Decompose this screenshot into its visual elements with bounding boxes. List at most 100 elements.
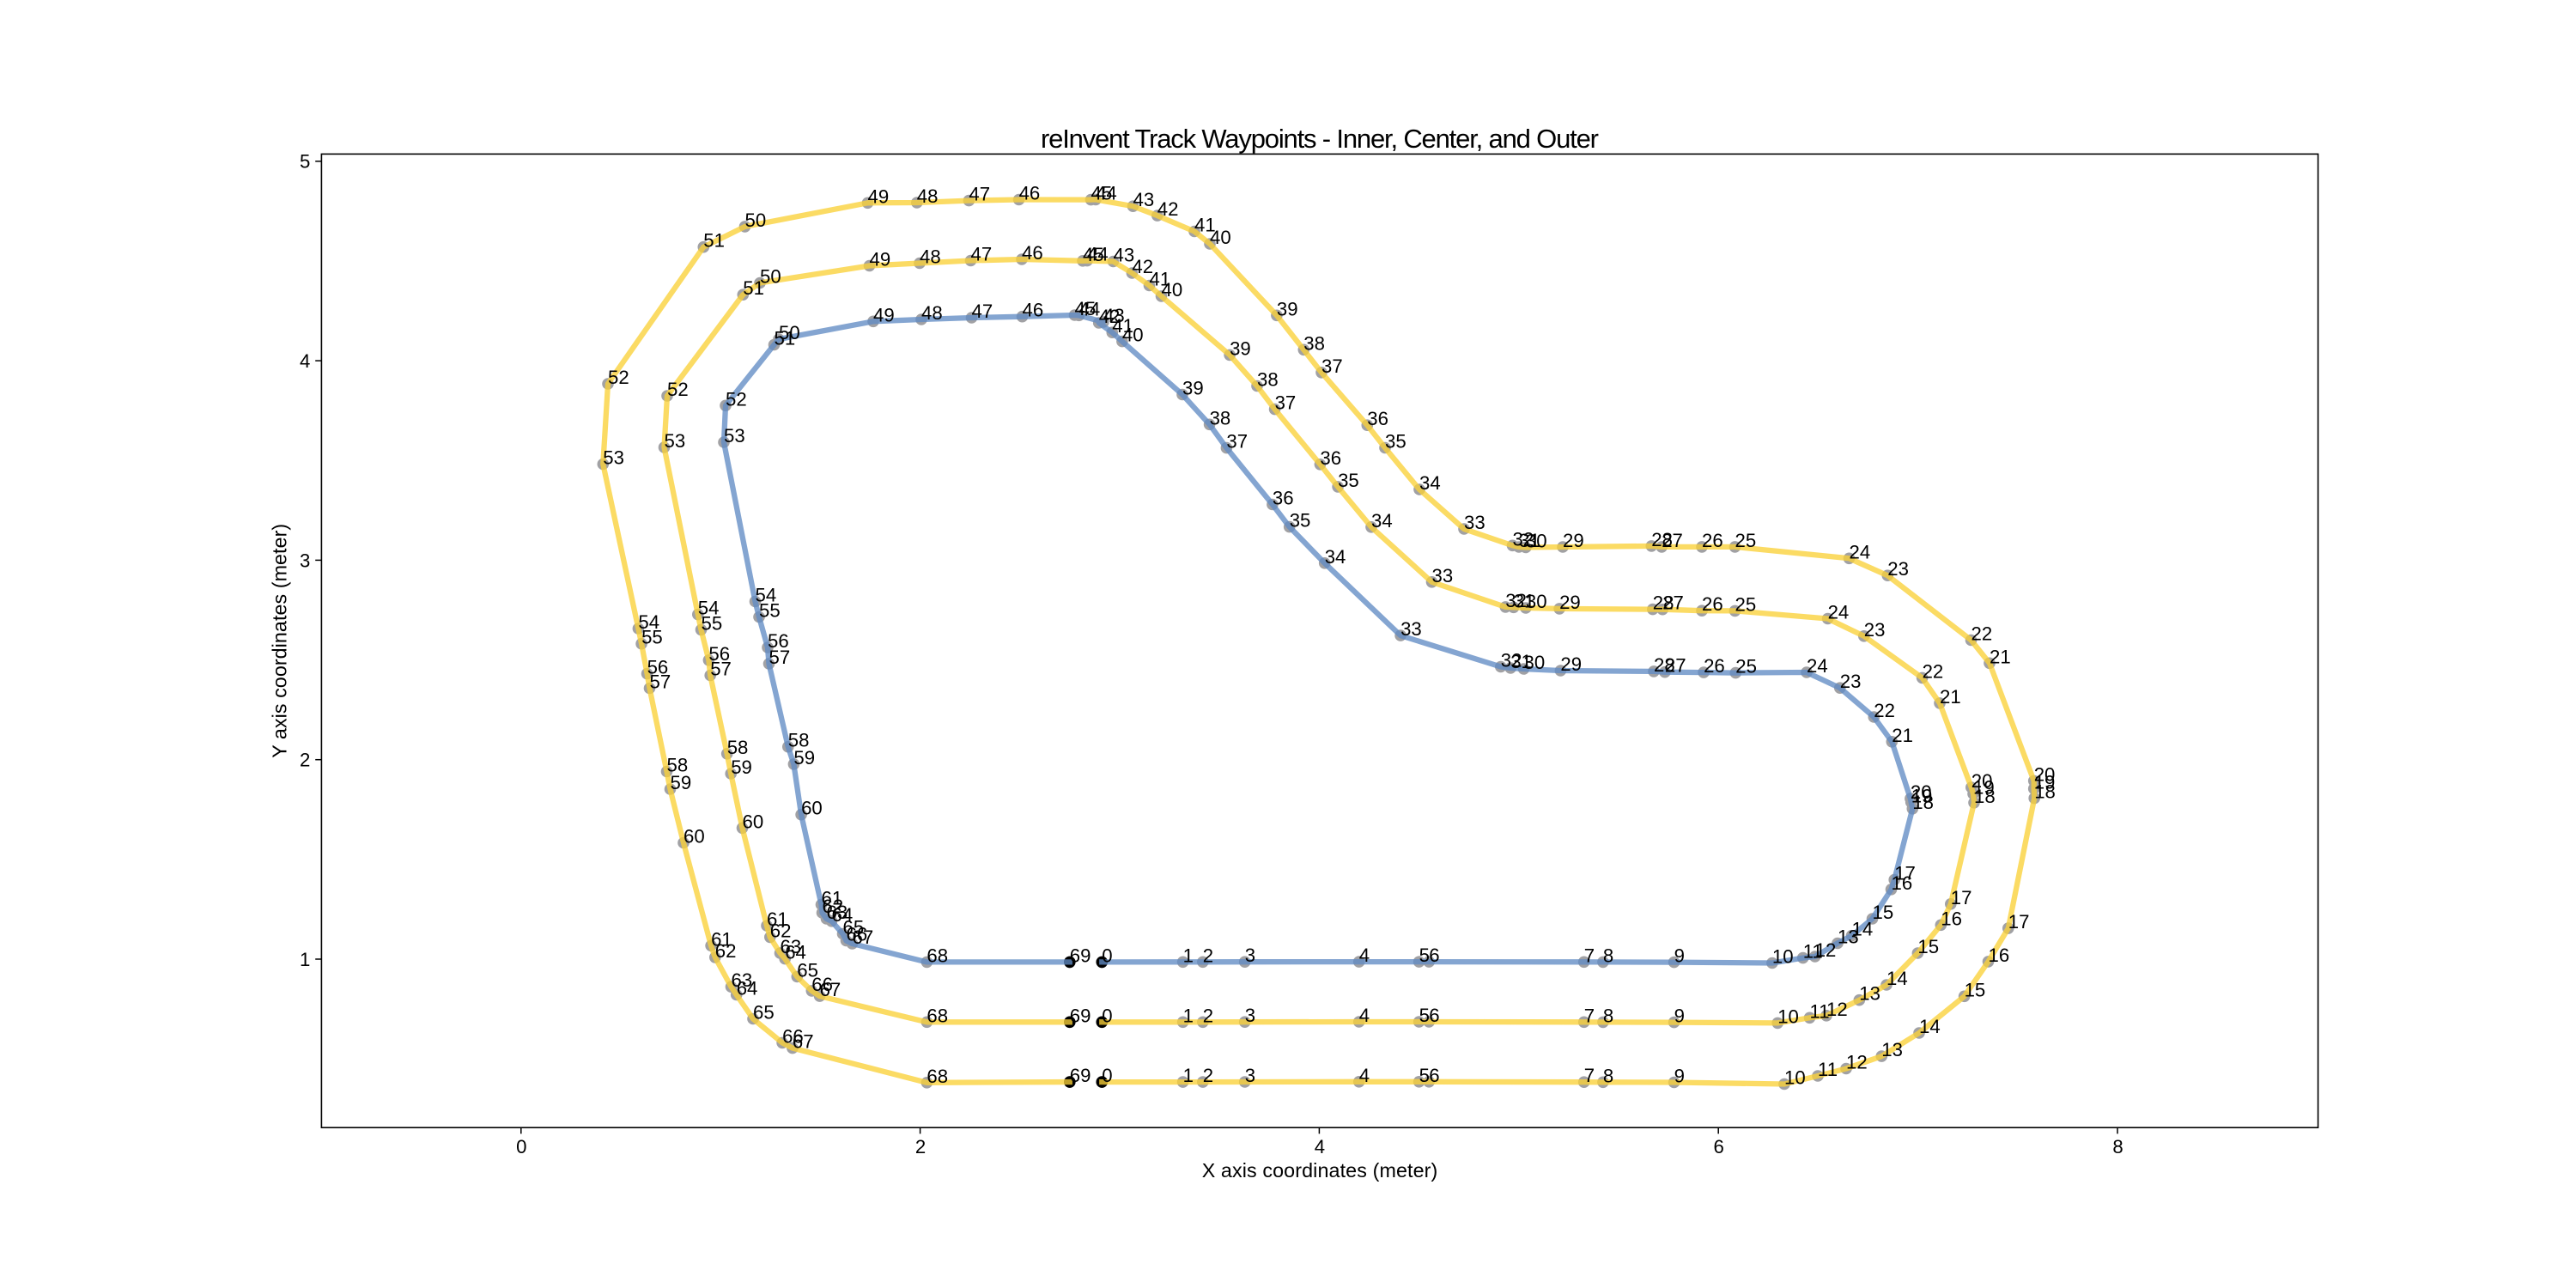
svg-text:0: 0 [1102, 1005, 1112, 1026]
svg-text:14: 14 [1886, 968, 1908, 989]
svg-text:27: 27 [1662, 592, 1684, 614]
svg-text:14: 14 [1919, 1016, 1941, 1037]
svg-text:3: 3 [1245, 1005, 1255, 1026]
svg-text:48: 48 [920, 246, 941, 268]
svg-text:39: 39 [1277, 298, 1298, 319]
svg-text:49: 49 [868, 185, 890, 207]
svg-text:9: 9 [1674, 1066, 1685, 1087]
svg-text:45: 45 [1091, 183, 1113, 204]
svg-text:38: 38 [1303, 332, 1325, 354]
svg-text:52: 52 [667, 379, 689, 400]
svg-text:40: 40 [1210, 227, 1231, 248]
svg-text:25: 25 [1735, 656, 1757, 677]
svg-text:4: 4 [1359, 1005, 1370, 1026]
svg-text:47: 47 [972, 301, 993, 322]
svg-text:61: 61 [767, 908, 788, 930]
svg-text:3: 3 [1245, 945, 1255, 966]
svg-text:13: 13 [1859, 983, 1880, 1005]
svg-text:52: 52 [608, 367, 629, 388]
svg-text:57: 57 [769, 647, 791, 668]
svg-text:42: 42 [1132, 256, 1153, 277]
svg-text:42: 42 [1099, 306, 1121, 327]
svg-text:2: 2 [915, 1136, 926, 1157]
svg-text:0: 0 [1102, 945, 1112, 966]
svg-text:52: 52 [726, 388, 747, 410]
svg-text:13: 13 [1838, 927, 1859, 948]
svg-text:28: 28 [1654, 654, 1675, 676]
svg-text:36: 36 [1367, 408, 1388, 429]
svg-text:4: 4 [1359, 945, 1370, 966]
svg-text:63: 63 [827, 902, 848, 923]
svg-text:7: 7 [1584, 945, 1595, 966]
svg-text:10: 10 [1784, 1067, 1806, 1089]
svg-text:2: 2 [300, 750, 310, 771]
svg-text:reInvent Track Waypoints - Inn: reInvent Track Waypoints - Inner, Center… [1041, 124, 1599, 154]
svg-text:45: 45 [1075, 298, 1097, 319]
svg-text:8: 8 [1603, 1005, 1613, 1026]
svg-text:64: 64 [785, 942, 806, 963]
svg-text:49: 49 [873, 304, 895, 325]
svg-text:66: 66 [847, 924, 868, 945]
svg-text:16: 16 [1892, 872, 1913, 894]
svg-text:68: 68 [927, 1066, 948, 1087]
svg-text:69: 69 [1070, 1005, 1091, 1026]
svg-text:Y axis coordinates (meter): Y axis coordinates (meter) [269, 524, 291, 758]
svg-text:0: 0 [1102, 1065, 1112, 1086]
svg-text:17: 17 [1951, 887, 1972, 908]
svg-text:6: 6 [1714, 1136, 1724, 1157]
svg-text:2: 2 [1203, 1065, 1213, 1086]
svg-text:11: 11 [1810, 1000, 1830, 1022]
svg-text:33: 33 [1464, 512, 1485, 533]
svg-text:9: 9 [1674, 1005, 1685, 1027]
svg-text:1: 1 [1183, 1005, 1194, 1026]
svg-text:24: 24 [1828, 602, 1850, 623]
svg-text:57: 57 [710, 659, 732, 680]
svg-text:19: 19 [1973, 777, 1995, 799]
svg-text:50: 50 [760, 266, 781, 288]
svg-text:3: 3 [300, 550, 310, 571]
svg-text:5: 5 [1419, 1065, 1430, 1086]
svg-text:3: 3 [1245, 1065, 1255, 1086]
svg-text:63: 63 [781, 936, 802, 957]
svg-text:24: 24 [1850, 541, 1871, 562]
svg-text:12: 12 [1826, 999, 1848, 1020]
svg-text:48: 48 [921, 302, 943, 324]
svg-text:37: 37 [1275, 392, 1297, 414]
svg-text:44: 44 [1079, 298, 1101, 319]
svg-text:67: 67 [820, 979, 841, 1000]
svg-text:41: 41 [1150, 269, 1171, 290]
svg-text:15: 15 [1965, 979, 1986, 1000]
svg-text:11: 11 [1803, 941, 1823, 963]
svg-text:58: 58 [788, 730, 810, 751]
svg-text:18: 18 [2034, 781, 2056, 803]
svg-text:50: 50 [745, 210, 767, 231]
svg-text:47: 47 [971, 244, 993, 265]
svg-text:36: 36 [1273, 488, 1294, 509]
svg-text:62: 62 [715, 940, 737, 962]
svg-text:25: 25 [1735, 593, 1757, 615]
svg-text:21: 21 [1940, 686, 1961, 708]
svg-text:7: 7 [1584, 1065, 1595, 1086]
svg-text:1: 1 [1183, 1065, 1194, 1086]
svg-text:39: 39 [1230, 337, 1251, 359]
svg-text:12: 12 [1846, 1052, 1868, 1073]
svg-text:26: 26 [1702, 530, 1723, 551]
svg-text:60: 60 [801, 798, 823, 819]
svg-text:20: 20 [2034, 763, 2056, 785]
svg-text:22: 22 [1923, 660, 1944, 682]
svg-text:34: 34 [1371, 510, 1393, 532]
svg-text:44: 44 [1096, 182, 1117, 204]
svg-text:37: 37 [1321, 355, 1343, 377]
svg-text:35: 35 [1290, 510, 1311, 532]
svg-text:22: 22 [1874, 700, 1895, 721]
svg-text:21: 21 [1892, 725, 1913, 746]
svg-text:59: 59 [731, 756, 752, 778]
svg-text:17: 17 [2008, 911, 2030, 933]
svg-text:8: 8 [1603, 1065, 1613, 1086]
svg-text:69: 69 [1070, 1065, 1091, 1086]
svg-text:29: 29 [1560, 653, 1582, 675]
svg-text:4: 4 [1315, 1136, 1325, 1157]
svg-text:30: 30 [1526, 591, 1547, 612]
svg-text:28: 28 [1651, 529, 1673, 550]
svg-text:24: 24 [1807, 655, 1828, 677]
